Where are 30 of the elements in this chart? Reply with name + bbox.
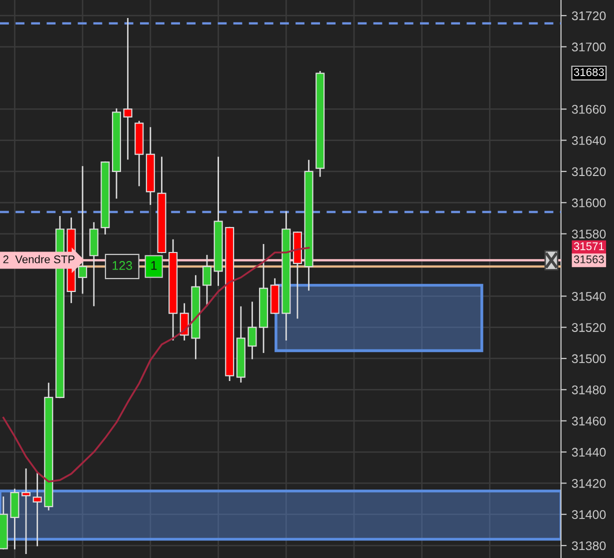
y-tick-label: 31660	[572, 104, 606, 114]
candlestick	[202, 254, 212, 306]
y-tick-label: 31480	[572, 385, 606, 394]
candlestick	[180, 303, 189, 340]
y-tick-label: 31640	[572, 136, 606, 145]
text: 31683	[574, 68, 604, 76]
text: 31571	[574, 242, 604, 250]
candlestick	[123, 18, 132, 160]
candlestick	[22, 468, 31, 554]
y-tick-label: 31600	[572, 198, 606, 208]
y-tick-label: 31420	[572, 478, 606, 488]
y-tick-label: 31700	[572, 42, 606, 52]
y-tick-label: 31400	[572, 510, 606, 520]
annotation: 123	[112, 261, 132, 270]
y-tick-label: 31380	[572, 541, 606, 550]
y-tick-label: 31580	[572, 230, 606, 238]
y-tick-label: 31460	[572, 416, 606, 426]
candlestick	[78, 166, 88, 294]
annotation: 1	[151, 261, 157, 270]
annotation: 2 Vendre STP	[3, 255, 74, 264]
ref-line-label: 31563	[574, 255, 604, 264]
y-tick-label: 31620	[572, 167, 606, 176]
y-tick-label: 31500	[572, 354, 606, 364]
y-tick-label: 31540	[572, 292, 606, 301]
line-series	[2, 246, 310, 483]
y-tick-label: 31520	[572, 323, 606, 332]
y-tick-label: 31720	[572, 11, 606, 20]
candlestick	[248, 302, 257, 360]
y-tick-label: 31440	[572, 448, 606, 457]
candlestick	[32, 472, 42, 546]
